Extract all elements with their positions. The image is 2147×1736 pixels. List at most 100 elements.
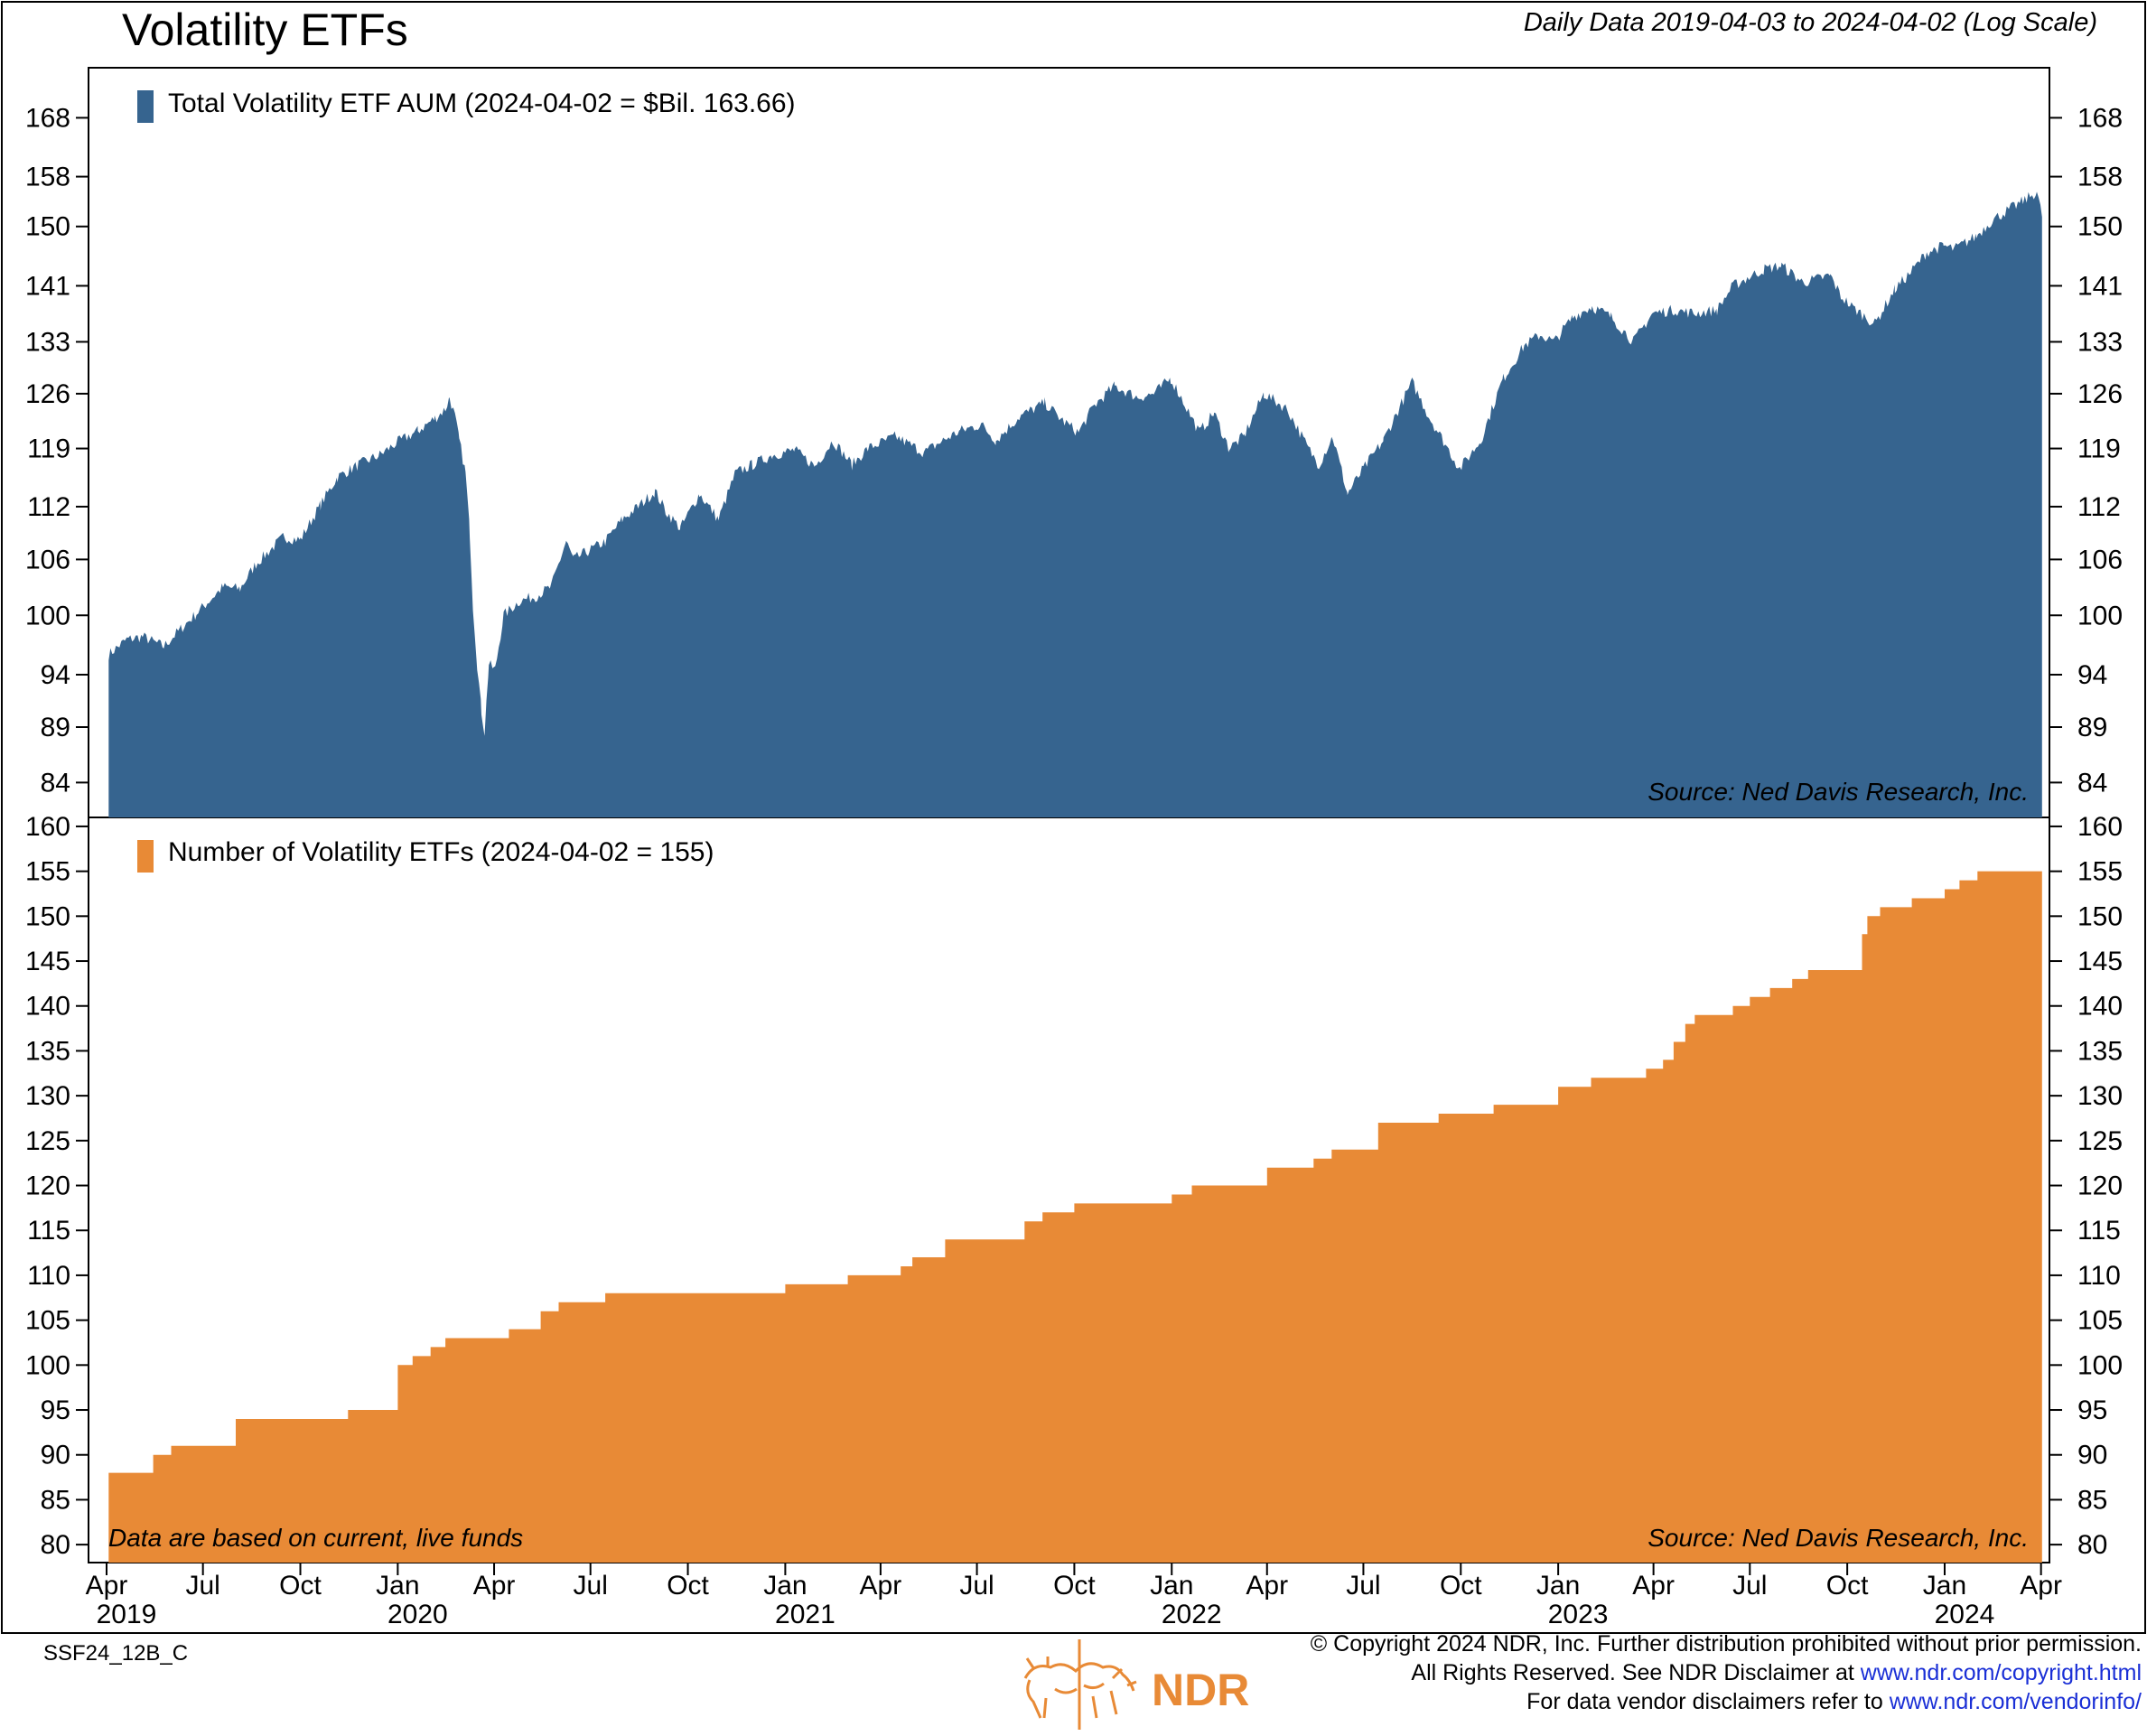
count-tick-label-right: 145 — [2077, 947, 2123, 976]
count-tick-label-left: 120 — [25, 1171, 70, 1201]
count-tick-label-left: 90 — [41, 1441, 70, 1470]
aum-tick-label-right: 119 — [2077, 434, 2121, 464]
count-tick-label-right: 80 — [2077, 1530, 2107, 1560]
aum-tick-label-left: 150 — [25, 212, 70, 242]
aum-tick-label-left: 133 — [25, 327, 70, 357]
x-tick-label: Apr — [1246, 1571, 1288, 1601]
count-tick-label-right: 130 — [2077, 1081, 2123, 1111]
copyright-line-3-text: For data vendor disclaimers refer to — [1526, 1689, 1890, 1714]
aum-tick-label-left: 119 — [27, 434, 70, 464]
x-tick-label: Jul — [1732, 1571, 1767, 1601]
x-tick-label: Jan — [1536, 1571, 1580, 1601]
aum-tick-label-right: 84 — [2077, 768, 2107, 798]
count-note: Data are based on current, live funds — [108, 1524, 523, 1552]
outer-frame — [1, 1, 2146, 1634]
count-tick-label-right: 140 — [2077, 992, 2123, 1022]
x-tick-label: Jul — [185, 1571, 219, 1601]
count-tick-label-left: 115 — [27, 1216, 70, 1246]
x-year-label: 2019 — [97, 1600, 157, 1629]
aum-tick-label-left: 106 — [25, 545, 70, 574]
x-tick-label: Oct — [1440, 1571, 1482, 1601]
aum-area — [108, 191, 2042, 817]
count-tick-label-left: 125 — [25, 1126, 70, 1156]
count-tick-label-left: 110 — [27, 1261, 70, 1291]
count-tick-label-left: 150 — [25, 901, 70, 931]
count-tick-label-right: 110 — [2077, 1261, 2121, 1291]
copyright-line-2: All Rights Reserved. See NDR Disclaimer … — [1058, 1658, 2142, 1687]
copyright-line-2-text: All Rights Reserved. See NDR Disclaimer … — [1411, 1660, 1861, 1685]
count-tick-label-right: 160 — [2077, 812, 2123, 842]
count-series — [108, 871, 2042, 1563]
count-tick-label-right: 115 — [2077, 1216, 2121, 1246]
count-legend-label: Number of Volatility ETFs (2024-04-02 = … — [168, 837, 714, 867]
ndr-logo: NDR — [1023, 1639, 1249, 1730]
count-source: Source: Ned Davis Research, Inc. — [1648, 1524, 2029, 1552]
chart-code: SSF24_12B_C — [43, 1641, 189, 1666]
x-tick-label: Apr — [473, 1571, 516, 1601]
count-tick-label-right: 150 — [2077, 901, 2123, 931]
aum-tick-label-right: 112 — [2077, 492, 2121, 522]
count-tick-label-right: 125 — [2077, 1126, 2123, 1156]
count-tick-label-left: 160 — [25, 812, 70, 842]
vendorinfo-link[interactable]: www.ndr.com/vendorinfo/ — [1889, 1689, 2142, 1714]
x-year-label: 2024 — [1935, 1600, 1995, 1629]
aum-tick-label-right: 141 — [2077, 271, 2123, 301]
aum-tick-label-right: 150 — [2077, 212, 2123, 242]
x-tick-label: Jan — [1923, 1571, 1966, 1601]
x-tick-label: Oct — [1826, 1571, 1869, 1601]
x-tick-label: Oct — [667, 1571, 709, 1601]
aum-source: Source: Ned Davis Research, Inc. — [1648, 778, 2029, 806]
count-tick-label-right: 85 — [2077, 1485, 2107, 1515]
aum-tick-label-right: 100 — [2077, 601, 2123, 630]
x-tick-label: Jul — [1346, 1571, 1380, 1601]
aum-tick-label-left: 126 — [25, 379, 70, 409]
aum-legend-label: Total Volatility ETF AUM (2024-04-02 = $… — [168, 89, 796, 118]
count-tick-label-left: 105 — [25, 1306, 70, 1336]
bull-bear-icon — [1023, 1639, 1137, 1730]
x-tick-label: Jan — [376, 1571, 419, 1601]
aum-tick-label-left: 89 — [41, 713, 70, 742]
count-tick-label-right: 155 — [2077, 857, 2123, 887]
x-tick-label: Apr — [860, 1571, 902, 1601]
count-area — [108, 871, 2042, 1563]
aum-tick-label-left: 94 — [41, 660, 70, 690]
x-tick-label: Jan — [763, 1571, 807, 1601]
aum-tick-label-right: 106 — [2077, 545, 2123, 574]
count-tick-label-left: 155 — [25, 857, 70, 887]
count-tick-label-left: 140 — [25, 992, 70, 1022]
x-tick-label: Jul — [959, 1571, 994, 1601]
count-tick-label-right: 95 — [2077, 1395, 2107, 1425]
x-tick-label: Jan — [1150, 1571, 1193, 1601]
count-tick-label-left: 100 — [25, 1350, 70, 1380]
count-tick-label-right: 120 — [2077, 1171, 2123, 1201]
axis-ticks: 84 84 89 89 94 94 100 100 106 106 112 112 119 119 126 1… — [25, 103, 2123, 1560]
x-tick-label: Oct — [279, 1571, 322, 1601]
copyright-link[interactable]: www.ndr.com/copyright.html — [1860, 1660, 2142, 1685]
x-tick-label: Apr — [2020, 1571, 2062, 1601]
chart-title: Volatility ETFs — [122, 5, 408, 55]
x-year-label: 2023 — [1548, 1600, 1609, 1629]
count-tick-label-right: 105 — [2077, 1306, 2123, 1336]
copyright-line-3: For data vendor disclaimers refer to www… — [1058, 1687, 2142, 1716]
x-tick-label: Apr — [86, 1571, 128, 1601]
aum-tick-label-left: 158 — [25, 163, 70, 192]
count-tick-label-left: 130 — [25, 1081, 70, 1111]
copyright-block: © Copyright 2024 NDR, Inc. Further distr… — [1058, 1629, 2142, 1716]
aum-tick-label-left: 168 — [25, 103, 70, 133]
count-legend-swatch — [137, 840, 154, 873]
x-year-label: 2020 — [387, 1600, 448, 1629]
aum-tick-label-right: 126 — [2077, 379, 2123, 409]
aum-series — [108, 191, 2042, 817]
aum-tick-label-left: 141 — [25, 271, 70, 301]
aum-legend-swatch — [137, 90, 154, 123]
count-tick-label-left: 80 — [41, 1530, 70, 1560]
count-tick-label-left: 95 — [41, 1395, 70, 1425]
copyright-line-1: © Copyright 2024 NDR, Inc. Further distr… — [1310, 1631, 2142, 1657]
aum-tick-label-right: 94 — [2077, 660, 2107, 690]
x-tick-label: Jul — [574, 1571, 608, 1601]
count-tick-label-right: 135 — [2077, 1036, 2123, 1066]
count-tick-label-left: 135 — [25, 1036, 70, 1066]
count-tick-label-right: 90 — [2077, 1441, 2107, 1470]
